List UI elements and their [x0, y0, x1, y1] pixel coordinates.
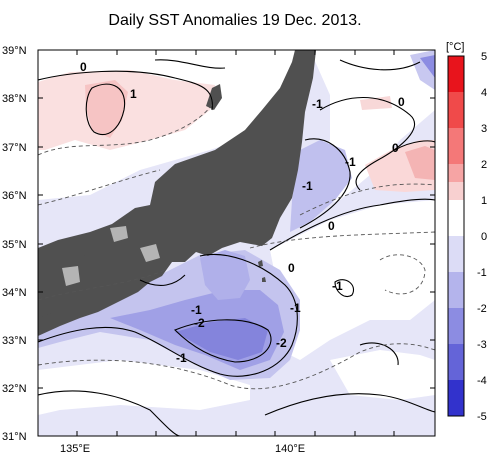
colorbar-label: -3 — [477, 339, 487, 351]
cool-anomaly-coast — [290, 140, 352, 232]
longitude-axis — [76, 50, 395, 436]
cool-anomaly-south-deep — [175, 318, 268, 360]
lon-label: 135°E — [60, 443, 90, 455]
lat-label: 38°N — [2, 93, 27, 105]
contour-line — [85, 83, 126, 136]
contour-line-dashed — [249, 231, 435, 249]
colorbar-swatch — [448, 272, 464, 308]
contour-label: -1 — [312, 97, 323, 111]
contour-line-dashed — [38, 269, 166, 301]
contour-line — [38, 390, 181, 436]
lat-label: 37°N — [2, 142, 27, 154]
warm-anomaly-east-core — [405, 146, 435, 180]
contour-lines — [38, 59, 435, 436]
contour-label: 0 — [288, 261, 295, 275]
contour-line-dashed — [379, 254, 426, 295]
near-zero-region-southeast — [330, 350, 435, 400]
colorbar-swatch — [448, 344, 464, 380]
lake-patch-3 — [110, 226, 128, 242]
warm-anomaly-west-core — [85, 80, 128, 138]
contour-label: -1 — [191, 303, 202, 317]
lat-label: 39°N — [2, 45, 27, 57]
colorbar-frame — [447, 55, 465, 417]
contour-line — [174, 319, 272, 363]
contour-line — [38, 70, 213, 111]
colorbar-label: -5 — [477, 411, 487, 423]
contour-label: 1 — [130, 87, 137, 101]
contour-line — [394, 140, 435, 151]
lat-label: 34°N — [2, 287, 27, 299]
colorbar-label: -1 — [477, 267, 487, 279]
contour-line-dashed — [38, 99, 216, 156]
map-title: Daily SST Anomalies 19 Dec. 2013. — [108, 12, 362, 29]
colorbar-label: 2 — [481, 159, 487, 171]
lat-label: 36°N — [2, 190, 27, 202]
lake-patch-2 — [140, 244, 160, 262]
warm-anomaly-west — [38, 70, 215, 150]
contour-lines-dashed — [38, 99, 435, 390]
colorbar-swatch — [448, 56, 464, 92]
contour-label: -2 — [276, 336, 287, 350]
latitude-axis — [38, 49, 435, 437]
contour-line-dashed — [38, 169, 161, 206]
colorbar-swatch — [448, 200, 464, 236]
map-area: 0 1 -1 0 -1 0 -1 0 0 -1 -1 -1 -2 -2 -1 — [38, 50, 435, 436]
colorbar-unit: [°C] — [446, 41, 464, 53]
lake-patch-1 — [62, 266, 80, 286]
colorbar-swatch — [448, 164, 464, 182]
near-zero-region-south — [38, 360, 250, 415]
colorbar-swatch — [448, 182, 464, 200]
contour-line — [359, 342, 399, 366]
colorbar-swatch — [448, 128, 464, 164]
colorbar-label: 4 — [481, 87, 487, 99]
contour-line — [264, 393, 435, 416]
colorbar-label: 3 — [481, 123, 487, 135]
colorbar-label: 1 — [481, 195, 487, 207]
colorbar-label: 5 — [481, 51, 487, 63]
colorbar-swatch — [448, 380, 464, 416]
contour-line — [139, 274, 186, 286]
land-sado-island — [206, 84, 222, 110]
contour-label: 0 — [392, 141, 399, 155]
colorbar-swatch — [448, 92, 464, 128]
contour-label: -1 — [302, 179, 313, 193]
contour-line-dashed — [38, 343, 435, 390]
contour-label: 0 — [398, 95, 405, 109]
contour-line — [339, 59, 421, 71]
contour-label: 0 — [80, 60, 87, 74]
contour-line — [299, 138, 351, 229]
contour-line — [334, 279, 354, 298]
colorbar-label: -2 — [477, 303, 487, 315]
contour-line — [38, 253, 298, 377]
contour-label: -2 — [194, 316, 205, 330]
near-zero-region-central — [270, 200, 435, 360]
colorbar: [°C] 5 4 3 2 1 0 -1 -2 -3 -4 -5 — [446, 41, 487, 423]
cool-anomaly-bay — [200, 250, 250, 300]
colorbar-swatch — [448, 308, 464, 344]
land-honshu — [38, 50, 316, 336]
contour-line-dashed — [299, 183, 435, 216]
colorbar-label: -4 — [477, 375, 487, 387]
lat-label: 33°N — [2, 335, 27, 347]
colorbar-label: 0 — [481, 231, 487, 243]
lon-label: 140°E — [275, 443, 305, 455]
contour-label: -1 — [345, 155, 356, 169]
colorbar-swatch — [448, 236, 464, 272]
cool-anomaly-northeast-core — [420, 55, 435, 78]
land-izu-islands — [258, 260, 266, 282]
contour-line — [319, 97, 416, 191]
contour-line — [154, 59, 226, 69]
contour-label: -1 — [290, 301, 301, 315]
contour-label: 0 — [328, 219, 335, 233]
contour-line — [269, 198, 435, 251]
contour-label: -1 — [176, 351, 187, 365]
contour-label: -1 — [332, 279, 343, 293]
warm-anomaly-small — [360, 96, 392, 110]
lat-label: 31°N — [2, 431, 27, 443]
lat-label: 35°N — [2, 239, 27, 251]
lat-label: 32°N — [2, 383, 27, 395]
